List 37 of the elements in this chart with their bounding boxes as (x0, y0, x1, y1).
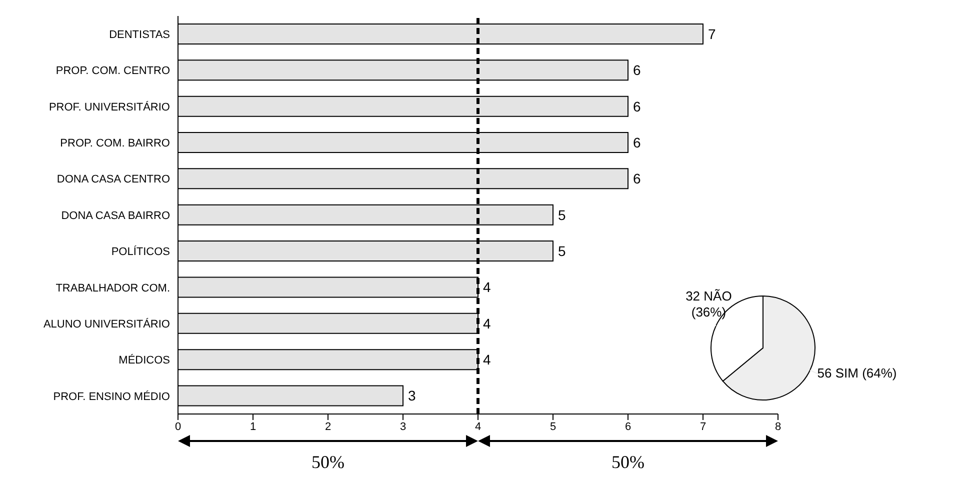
x-tick-label: 0 (174, 420, 182, 433)
y-tick-label: MÉDICOS (118, 354, 170, 367)
x-tick-label: 4 (474, 420, 482, 433)
y-tick-label: DENTISTAS (109, 28, 170, 41)
data-label: 6 (633, 98, 641, 114)
y-tick-label: DONA CASA BAIRRO (61, 210, 170, 222)
data-label: 3 (408, 388, 416, 404)
x-tick-label: 6 (624, 420, 632, 433)
x-tick-label: 7 (700, 420, 706, 433)
y-tick-label: PROF. UNIVERSITÁRIO (48, 100, 170, 114)
data-label: 6 (633, 170, 641, 187)
data-label: 5 (558, 243, 566, 260)
x-tick-label: 8 (774, 420, 782, 433)
data-label: 6 (633, 134, 641, 150)
x-tick-label: 3 (400, 420, 406, 433)
y-tick-label: PROF. ENSINO MÉDIO (53, 390, 170, 403)
text: 50% (610, 452, 646, 473)
data-label: 5 (558, 206, 566, 223)
y-tick-label: TRABALHADOR COM. (56, 282, 170, 294)
y-tick-label: DONA CASA CENTRO (56, 174, 170, 186)
x-tick-label: 2 (324, 420, 332, 433)
data-label: 4 (483, 315, 491, 332)
y-tick-label: PROP. COM. BAIRRO (60, 138, 170, 150)
y-tick-label: PROP. COM. CENTRO (56, 65, 170, 78)
data-label: 4 (483, 352, 491, 368)
slice-label: 56 SIM (817, 366, 858, 381)
data-label: (36%) (691, 304, 726, 320)
x-tick-label: 5 (550, 420, 556, 433)
x-tick-label: 1 (250, 420, 256, 433)
slice-label: 32 NÃO (686, 288, 732, 304)
text: 50% (310, 452, 346, 473)
data-label: (64%) (862, 366, 897, 381)
y-tick-label: POLÍTICOS (111, 245, 170, 258)
y-tick-label: ALUNO UNIVERSITÁRIO (43, 317, 170, 330)
data-label: 7 (708, 26, 716, 42)
data-label: 6 (633, 62, 641, 78)
data-label: 4 (483, 279, 491, 296)
